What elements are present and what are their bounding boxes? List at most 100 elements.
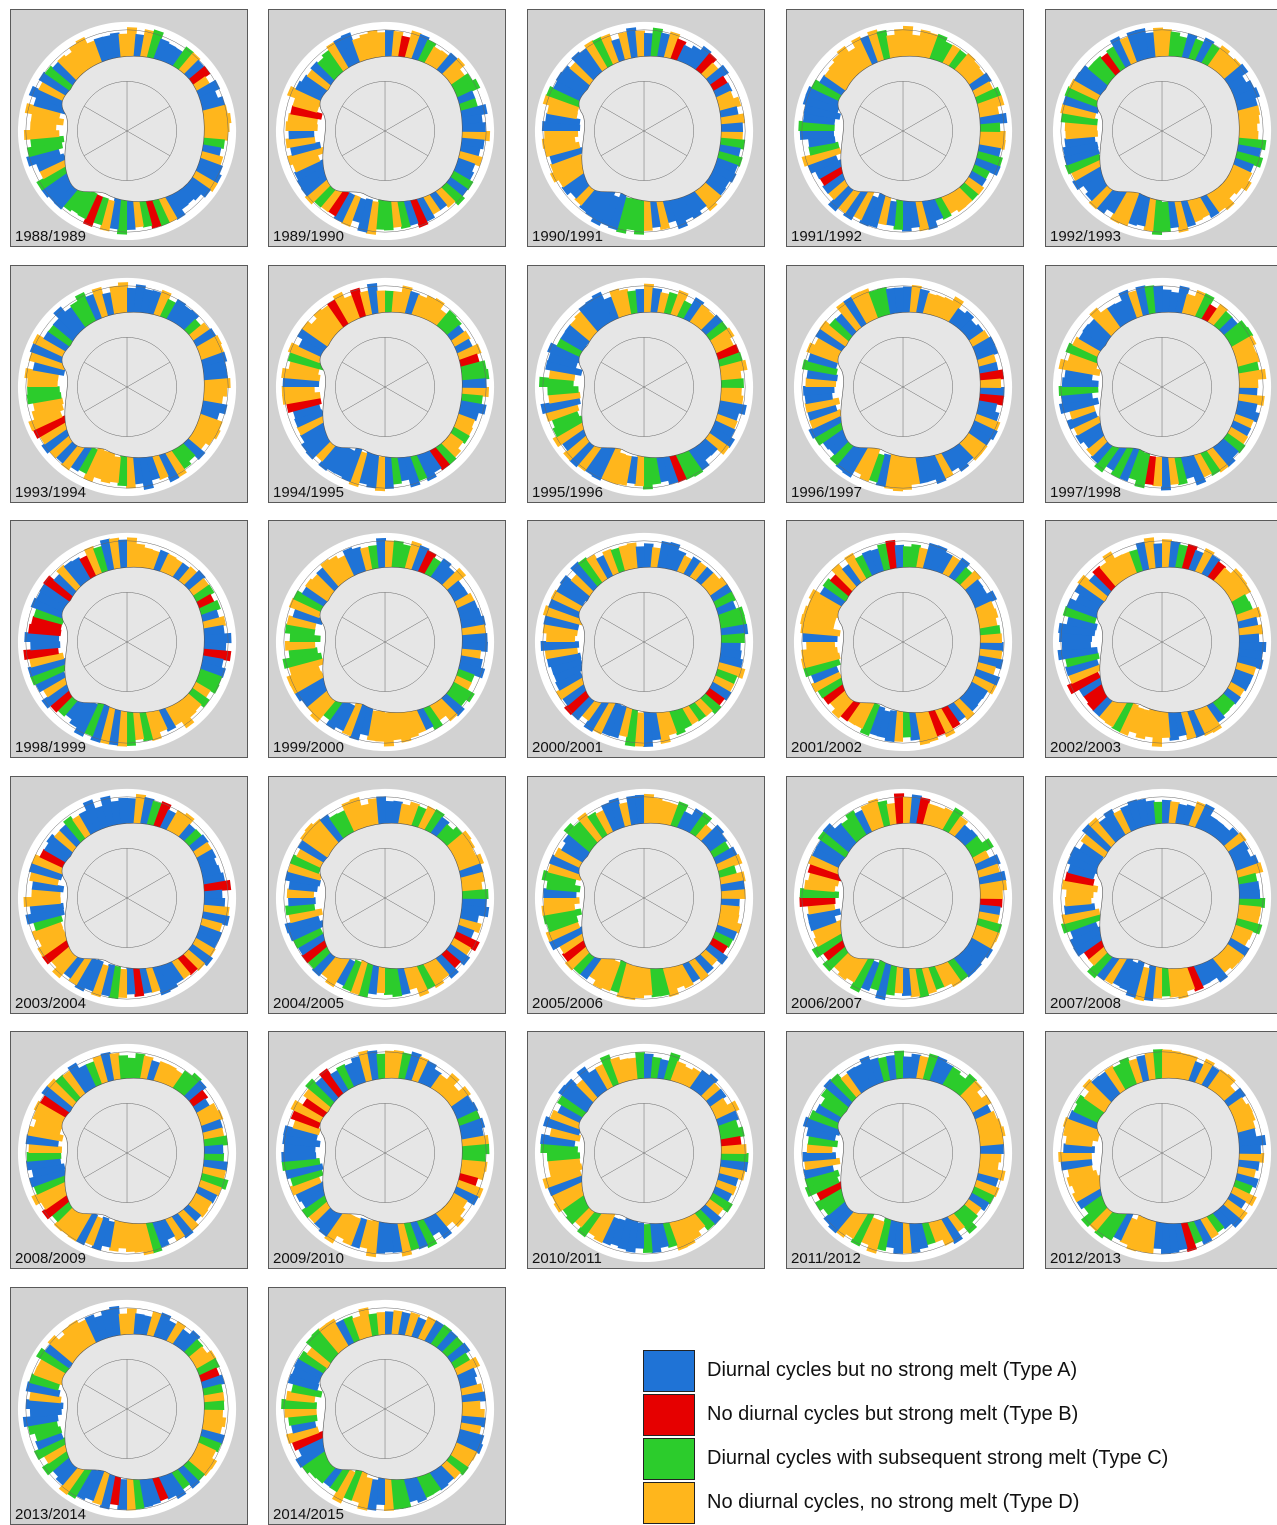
melt-segment [555, 71, 588, 97]
melt-segment [342, 547, 364, 582]
melt-segment [333, 192, 356, 223]
melt-segment [868, 289, 886, 323]
antarctica-map [17, 1043, 237, 1263]
melt-segment [1109, 189, 1134, 224]
melt-segment [288, 647, 318, 659]
melt-segment [1153, 801, 1164, 829]
antarctic-ice-sheet [319, 566, 463, 713]
antarctic-ice-sheet [61, 1077, 205, 1224]
melt-segment [1067, 352, 1099, 370]
meridian-line [384, 105, 429, 132]
melt-segment [548, 391, 581, 404]
melt-segment [1064, 136, 1096, 149]
melt-segment [831, 563, 861, 595]
melt-segment [649, 200, 661, 228]
melt-segment [132, 962, 145, 998]
melt-segment [306, 68, 336, 94]
melt-segment [569, 317, 598, 344]
melt-segment [847, 47, 870, 75]
antarctic-ice-sheet [837, 822, 981, 969]
melt-segment [196, 1159, 228, 1172]
melt-segment [116, 199, 128, 235]
meridian-line [902, 1127, 947, 1154]
meridian-line [83, 130, 128, 156]
melt-segment [1135, 709, 1150, 740]
melt-segment [1075, 593, 1105, 614]
melt-segment [349, 703, 368, 741]
melt-segment [156, 192, 178, 224]
melt-segment [1128, 706, 1145, 734]
melt-segment [816, 1179, 847, 1201]
melt-segment [804, 392, 833, 405]
melt-segment [70, 300, 93, 330]
antarctica-map [793, 21, 1013, 241]
melt-segment [100, 963, 116, 997]
melt-segment [1161, 1220, 1171, 1255]
melt-segment [384, 963, 394, 996]
melt-segment [305, 1078, 340, 1112]
melt-segment [601, 959, 621, 992]
melt-segment [1152, 1049, 1164, 1084]
latitude-circle [542, 796, 746, 1000]
melt-segment [894, 29, 905, 64]
meridian-line [1161, 897, 1206, 923]
melt-segment [194, 910, 230, 926]
melt-segment [109, 456, 121, 484]
melt-segment [29, 1390, 62, 1404]
melt-segment [288, 896, 316, 907]
panel-season-label: 1995/1996 [532, 484, 603, 501]
melt-segment [1168, 31, 1181, 62]
melt-segment [667, 1216, 688, 1251]
melt-segment [814, 337, 845, 359]
melt-segment [288, 360, 320, 376]
panel-season-label: 1998/1999 [15, 739, 86, 756]
melt-segment [197, 632, 232, 644]
melt-segment [298, 1350, 328, 1374]
melt-segment [289, 1176, 322, 1196]
melt-segment [29, 652, 65, 668]
melt-segment [132, 1222, 145, 1253]
melt-segment [557, 1094, 591, 1121]
melt-segment [28, 85, 69, 109]
melt-segment [366, 452, 380, 489]
melt-segment [27, 657, 68, 678]
meridian-line [643, 386, 688, 412]
melt-segment [1114, 300, 1134, 327]
melt-segment [376, 796, 387, 830]
melt-segment [294, 409, 325, 428]
melt-segment [820, 1097, 847, 1119]
melt-segment [286, 615, 317, 630]
melt-segment [902, 708, 912, 738]
latitude-circle [801, 796, 1005, 1000]
melt-segment [884, 451, 898, 490]
melt-segment [602, 548, 622, 581]
melt-segment [301, 680, 333, 708]
melt-segment [624, 706, 639, 747]
melt-segment [144, 451, 161, 481]
antarctic-ice-sheet [1096, 311, 1240, 458]
melt-segment [603, 296, 622, 325]
melt-segment [33, 96, 68, 115]
melt-segment [1079, 65, 1111, 92]
melt-segment [357, 962, 374, 998]
melt-segment [592, 36, 617, 74]
melt-segment [35, 1347, 72, 1376]
meridian-line [83, 386, 128, 412]
melt-segment [894, 287, 905, 320]
melt-segment [35, 590, 69, 614]
latitude-circle [283, 540, 487, 744]
melt-segment [1186, 801, 1207, 834]
melt-segment [1099, 561, 1123, 589]
melt-segment [859, 1055, 881, 1092]
melt-segment [868, 705, 886, 737]
melt-segment [609, 958, 628, 993]
melt-segment [358, 1050, 375, 1090]
melt-segment [574, 310, 600, 338]
melt-segment [625, 196, 639, 231]
melt-segment [802, 632, 838, 642]
melt-segment [556, 337, 586, 359]
legend-swatch-type-d [643, 1482, 695, 1524]
map-panel: 2014/2015 [268, 1287, 506, 1525]
melt-segment [1143, 196, 1157, 232]
melt-segment [92, 196, 109, 226]
